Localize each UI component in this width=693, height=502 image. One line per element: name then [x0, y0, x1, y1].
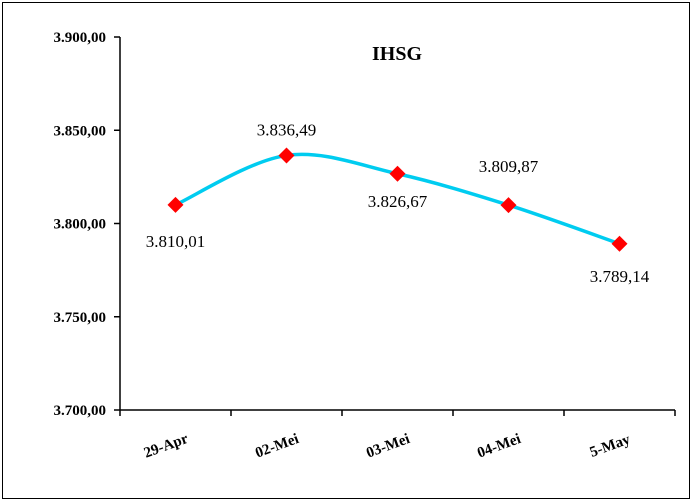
data-label: 3.810,01 [146, 232, 206, 251]
data-point-marker [611, 235, 628, 252]
x-tick-label: 04-Mei [475, 431, 523, 461]
y-tick-label: 3.900,00 [54, 30, 107, 46]
x-tick-label: 5-May [588, 431, 633, 460]
x-axis-ticks: 29-Apr 02-Mei 03-Mei 04-Mei 5-May [119, 410, 676, 462]
data-point-marker [389, 165, 406, 182]
data-label: 3.826,67 [368, 192, 428, 211]
axes [119, 37, 675, 411]
data-label: 3.809,87 [479, 157, 539, 176]
y-tick-label: 3.800,00 [54, 217, 107, 233]
data-point-marker [167, 196, 184, 213]
series-markers [167, 147, 628, 252]
x-tick-label: 03-Mei [364, 431, 412, 461]
y-tick-label: 3.750,00 [54, 310, 107, 326]
chart-title: IHSG [372, 43, 422, 65]
y-tick-label: 3.850,00 [54, 123, 107, 139]
y-tick-label: 3.700,00 [54, 403, 107, 419]
data-labels: 3.810,01 3.836,49 3.826,67 3.809,87 3.789,14 [146, 120, 650, 285]
y-axis-ticks: 3.700,00 3.750,00 3.800,00 3.850,00 3.900,00 [54, 30, 120, 419]
x-tick-label: 29-Apr [142, 431, 191, 462]
data-point-marker [500, 197, 517, 214]
data-label: 3.836,49 [257, 120, 317, 139]
data-label: 3.789,14 [590, 267, 650, 286]
x-tick-label: 02-Mei [253, 431, 301, 461]
data-point-marker [278, 147, 295, 164]
